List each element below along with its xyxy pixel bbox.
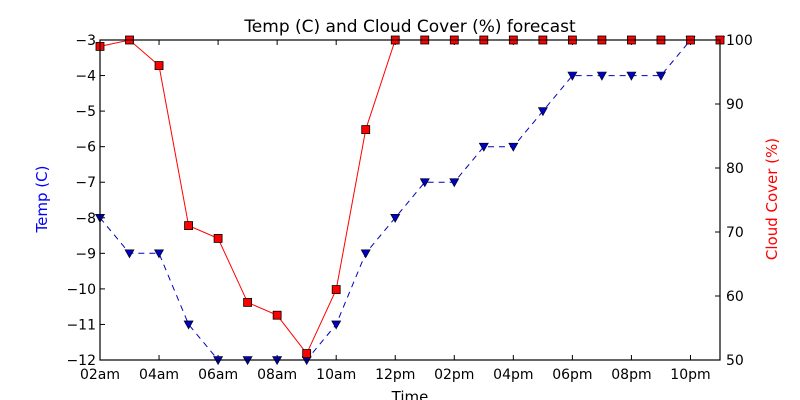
y-tick-label-left: −8 [75,211,96,227]
y-tick-label-left: −5 [75,104,96,120]
y-tick-label-right: 100 [726,33,753,49]
y-tick-label-left: −3 [75,33,96,49]
data-point-triangle [124,249,135,259]
x-tick-label: 04am [139,367,179,383]
x-tick-label: 10am [316,367,356,383]
data-point-triangle [626,71,637,81]
data-point-square [272,310,282,320]
data-point-triangle [360,249,371,259]
y-tick-label-left: −12 [66,353,96,369]
x-tick-label: 02pm [434,367,474,383]
data-point-triangle [655,71,667,81]
x-tick-label: 08pm [611,367,651,383]
data-point-triangle [478,142,489,152]
x-tick-label: 10pm [670,367,710,383]
y-tick-label-right: 50 [726,353,744,369]
x-tick-label: 04pm [493,367,533,383]
x-tick-label: 08am [257,367,297,383]
data-point-triangle [508,142,519,152]
data-point-square [361,125,371,134]
data-point-triangle [449,178,460,188]
data-point-triangle [183,320,194,330]
data-point-triangle [567,71,578,81]
x-tick-label: 06am [198,367,238,383]
data-point-triangle [331,320,342,330]
data-point-square [302,349,312,359]
x-tick-label: 12pm [375,367,415,383]
y-tick-label-left: −6 [75,140,96,156]
plot-frame [99,39,721,361]
series-line-0 [99,39,720,361]
x-axis-label: Time [391,388,429,400]
data-point-square [154,61,164,70]
x-tick-label: 02am [80,367,120,383]
y-axis-label-left: Temp (C) [33,166,51,234]
y-tick-label-left: −11 [66,317,96,333]
y-tick-label-right: 70 [726,225,744,241]
data-point-square [331,285,341,295]
y-tick-label-right: 90 [726,97,744,113]
data-point-triangle [537,107,548,117]
y-tick-label-left: −9 [75,246,96,262]
data-point-triangle [390,214,401,223]
y-tick-label-left: −10 [66,282,96,298]
chart-title: Temp (C) and Cloud Cover (%) forecast [243,17,576,37]
data-point-square [213,233,223,243]
y-axis-label-right: Cloud Cover (%) [763,138,781,260]
plot-area: −3 −4 −5 −6 −7 −8 −9 −10 −11 −12 100 90 80 70 60 50 02am… [66,33,752,383]
data-point-square [184,221,193,231]
data-point-triangle [596,71,607,81]
data-point-square [243,297,253,307]
x-tick-label: 06pm [552,367,592,383]
data-point-triangle [153,249,165,259]
y-tick-label-left: −4 [75,69,96,85]
y-tick-label-right: 80 [726,161,744,177]
series-line-1 [99,39,720,355]
y-tick-label-left: −7 [75,175,96,191]
y-tick-label-right: 60 [726,289,744,305]
data-point-triangle [419,178,430,188]
